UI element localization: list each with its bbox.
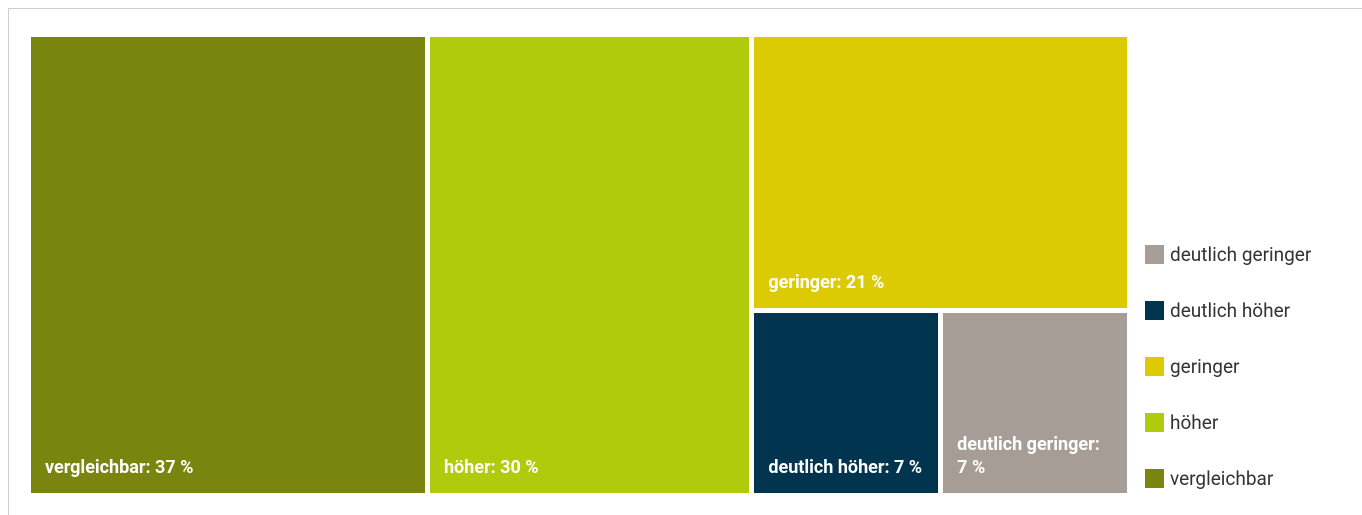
tile: deutlich geringer: 7 % bbox=[943, 312, 1127, 493]
legend-item: vergleichbar bbox=[1145, 466, 1274, 490]
legend-label: geringer bbox=[1170, 354, 1240, 378]
legend-swatch bbox=[1145, 300, 1164, 320]
legend-item: höher bbox=[1145, 410, 1219, 434]
tile: geringer: 21 % bbox=[754, 37, 1127, 308]
data-label: geringer: 21 % bbox=[768, 271, 885, 293]
legend-item: geringer bbox=[1145, 354, 1240, 378]
legend-item: deutlich höher bbox=[1145, 298, 1291, 322]
legend-label: höher bbox=[1170, 410, 1219, 434]
tile: höher: 30 % bbox=[429, 37, 750, 493]
legend-swatch bbox=[1145, 356, 1164, 376]
tile: deutlich höher: 7 % bbox=[754, 312, 939, 493]
legend-swatch bbox=[1145, 468, 1164, 488]
chart-frame bbox=[8, 8, 1362, 515]
data-label: höher: 30 % bbox=[443, 457, 539, 478]
legend-label: deutlich höher bbox=[1170, 298, 1291, 322]
tile: vergleichbar: 37 % bbox=[31, 37, 425, 493]
data-label: deutlich geringer: 7 % bbox=[957, 433, 1100, 478]
legend-item: deutlich geringer bbox=[1145, 242, 1312, 266]
legend-swatch bbox=[1145, 244, 1164, 264]
legend-swatch bbox=[1145, 412, 1164, 432]
legend-label: deutlich geringer bbox=[1170, 242, 1312, 266]
data-label: deutlich höher: 7 % bbox=[768, 456, 923, 478]
data-label: vergleichbar: 37 % bbox=[45, 457, 194, 478]
legend-label: vergleichbar bbox=[1170, 466, 1274, 490]
